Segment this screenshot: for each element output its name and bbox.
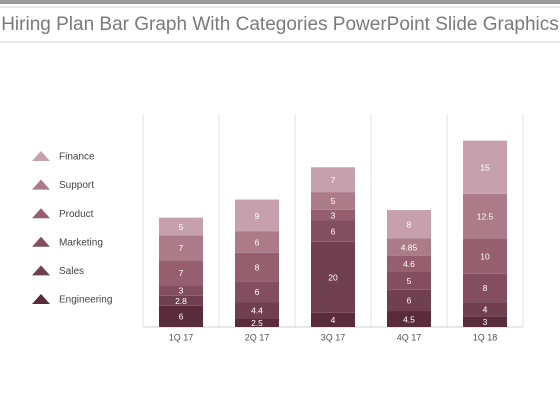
x-tick-label: 3Q 17 <box>321 332 346 342</box>
legend-label: Sales <box>59 266 84 277</box>
segment-label: 5 <box>407 276 412 286</box>
bar-segment <box>311 241 355 313</box>
bar-segment <box>311 220 355 242</box>
segment-label: 3 <box>331 210 336 220</box>
bar-segment <box>463 238 507 274</box>
x-tick-label: 4Q 17 <box>397 332 422 342</box>
segment-label: 6 <box>179 312 184 322</box>
segment-label: 2.8 <box>175 296 187 306</box>
legend-label: Support <box>59 180 94 191</box>
bar-segment <box>387 210 431 239</box>
segment-label: 12.5 <box>477 211 494 221</box>
legend-label: Finance <box>59 152 95 163</box>
legend-swatch <box>32 151 50 161</box>
bar-segment <box>235 281 279 303</box>
segment-label: 4.5 <box>403 314 415 324</box>
legend-swatch <box>32 208 50 219</box>
bar-segment <box>387 238 431 256</box>
chart-title: Hiring Plan Bar Graph With Categories Po… <box>1 14 559 35</box>
bar-segment <box>235 318 279 327</box>
bar-segment <box>463 302 507 317</box>
segment-label: 5 <box>179 222 184 232</box>
segment-label: 4.6 <box>403 259 415 269</box>
bar-segment <box>235 302 279 319</box>
bar-segment <box>159 260 203 286</box>
bar-segment <box>311 167 355 193</box>
bar-segment <box>235 199 279 232</box>
segment-label: 8 <box>483 283 488 293</box>
x-tick-label: 1Q 17 <box>169 332 194 342</box>
bar-segment <box>387 255 431 272</box>
segment-label: 10 <box>480 251 490 261</box>
bar-segment <box>463 273 507 303</box>
segment-label: 4 <box>483 305 488 315</box>
segment-label: 2.5 <box>251 318 263 328</box>
segment-label: 4.4 <box>251 306 263 316</box>
segment-label: 8 <box>407 219 412 229</box>
legend-swatch <box>32 179 50 190</box>
legend-swatch <box>32 265 50 276</box>
bar-segment <box>463 140 507 194</box>
x-tick-label: 2Q 17 <box>245 332 270 342</box>
bar-segment <box>235 231 279 253</box>
bar-segment <box>311 312 355 327</box>
segment-label: 15 <box>480 163 490 173</box>
bar-segment <box>159 235 203 261</box>
segment-label: 4 <box>331 315 336 325</box>
segment-label: 3 <box>179 286 184 296</box>
bar-segment <box>387 289 431 312</box>
segment-label: 5 <box>331 196 336 206</box>
segment-label: 20 <box>328 273 338 283</box>
bar-segment <box>463 193 507 239</box>
segment-label: 3 <box>483 317 488 327</box>
legend-label: Product <box>59 209 94 220</box>
bar-segment <box>311 192 355 210</box>
bar-segment <box>159 305 203 327</box>
legend-swatch <box>32 294 50 304</box>
bar-segment <box>159 285 203 296</box>
bar-segment <box>387 311 431 327</box>
bar-segment <box>387 271 431 290</box>
segment-label: 4.85 <box>401 242 418 252</box>
segment-label: 6 <box>331 226 336 236</box>
legend-swatch <box>32 236 50 247</box>
x-tick-label: 1Q 18 <box>473 332 498 342</box>
segment-label: 9 <box>255 211 260 221</box>
segment-label: 6 <box>255 287 260 297</box>
bar-segment <box>463 316 507 327</box>
segment-label: 7 <box>179 243 184 253</box>
bar-segment <box>159 217 203 236</box>
bar-segment <box>311 209 355 221</box>
segment-label: 6 <box>407 296 412 306</box>
legend-label: Engineering <box>59 295 112 306</box>
bar-segment <box>235 252 279 282</box>
segment-label: 7 <box>179 268 184 278</box>
top-band <box>0 0 560 4</box>
segment-label: 8 <box>255 262 260 272</box>
bar-segment <box>159 295 203 306</box>
legend-label: Marketing <box>59 237 103 248</box>
segment-label: 7 <box>331 175 336 185</box>
segment-label: 6 <box>255 237 260 247</box>
